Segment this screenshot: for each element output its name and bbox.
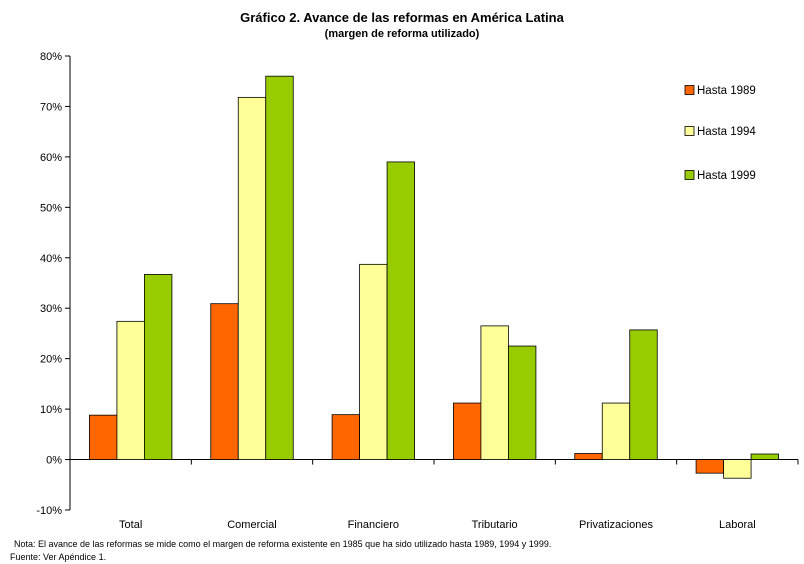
bar-hasta-1994 <box>237 96 267 460</box>
bar-hasta-1999 <box>386 161 415 460</box>
y-tick-label: 50% <box>40 202 62 214</box>
chart-title: Gráfico 2. Avance de las reformas en Amé… <box>240 10 564 25</box>
bar-hasta-1989 <box>574 453 603 460</box>
legend-swatch <box>684 170 695 180</box>
legend-swatch <box>684 126 695 136</box>
bar-hasta-1989 <box>210 303 239 460</box>
y-tick-label: 70% <box>40 101 62 113</box>
x-category-label: Tributario <box>472 519 518 531</box>
bar-hasta-1989 <box>695 459 724 474</box>
legend-swatch <box>684 85 695 95</box>
y-tick-label: -10% <box>36 505 62 517</box>
y-tick-label: 10% <box>40 404 62 416</box>
x-category-label: Comercial <box>227 519 277 531</box>
bar-hasta-1994 <box>601 402 631 460</box>
legend-label: Hasta 1994 <box>697 126 756 138</box>
y-tick-label: 0% <box>46 455 62 467</box>
x-category-label: Total <box>119 519 142 531</box>
y-tick-label: 30% <box>40 303 62 315</box>
y-tick-label: 20% <box>40 354 62 366</box>
legend-label: Hasta 1999 <box>697 170 756 182</box>
bar-hasta-1994 <box>480 325 509 460</box>
bar-hasta-1999 <box>750 453 779 460</box>
bar-hasta-1994 <box>723 459 752 479</box>
x-category-label: Laboral <box>719 519 756 531</box>
x-category-label: Financiero <box>348 519 399 531</box>
x-category-label: Privatizaciones <box>579 519 653 531</box>
y-tick-label: 60% <box>40 152 62 164</box>
bar-hasta-1999 <box>629 329 658 460</box>
bar-hasta-1989 <box>331 414 360 460</box>
bar-hasta-1994 <box>359 263 388 460</box>
bar-hasta-1999 <box>265 75 294 460</box>
bar-hasta-1989 <box>453 402 482 460</box>
legend-label: Hasta 1989 <box>697 85 756 97</box>
y-tick-label: 40% <box>40 253 62 265</box>
bar-hasta-1994 <box>116 320 145 460</box>
bar-hasta-1999 <box>508 345 537 460</box>
y-tick-label: 80% <box>40 51 62 63</box>
chart-source: Fuente: Ver Apéndice 1. <box>10 552 107 562</box>
bar-hasta-1989 <box>89 414 118 460</box>
chart-subtitle: (margen de reforma utilizado) <box>324 28 480 40</box>
bar-hasta-1999 <box>144 274 173 460</box>
chart-note: Nota: El avance de las reformas se mide … <box>14 539 552 549</box>
